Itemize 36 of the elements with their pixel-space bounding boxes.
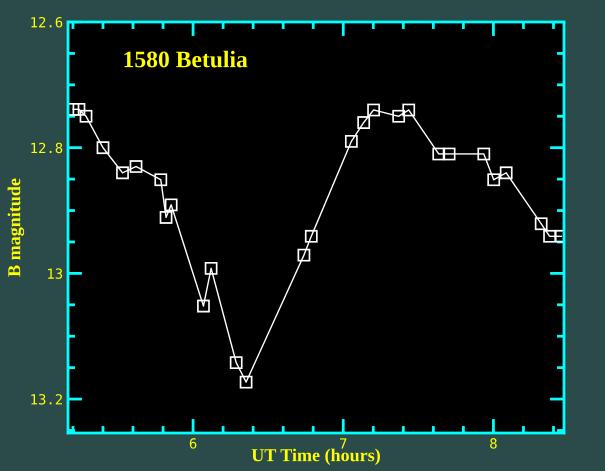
point [367, 104, 380, 116]
y-tick-label: 13 [48, 268, 62, 279]
point [72, 102, 86, 116]
point [160, 211, 172, 224]
point [543, 230, 556, 243]
point [432, 148, 446, 160]
point [357, 116, 370, 129]
point [477, 148, 490, 160]
point [487, 173, 500, 186]
point [392, 110, 406, 123]
point [80, 110, 92, 123]
y-tick-label: 12.6 [31, 17, 62, 28]
point [534, 217, 548, 230]
point [500, 166, 513, 180]
x-tick-label: 8 [490, 438, 497, 449]
y-axis-title: B magnitude [8, 178, 24, 277]
x-axis-title: UT Time (hours) [252, 448, 380, 465]
point [402, 104, 416, 116]
y-tick-label: 13.2 [31, 394, 62, 405]
point [204, 262, 218, 275]
point [230, 356, 243, 370]
y-tick-label: 12.8 [31, 142, 62, 154]
point [130, 160, 142, 173]
point [154, 173, 168, 186]
point [116, 166, 129, 180]
point [164, 198, 178, 212]
point [96, 141, 110, 154]
point [442, 148, 456, 160]
point [344, 135, 358, 148]
point [304, 230, 318, 243]
x-tick-label: 7 [340, 438, 346, 448]
point [197, 300, 210, 312]
point [240, 376, 252, 388]
text: 1580 Betulia [124, 50, 248, 68]
point [298, 248, 310, 262]
x-tick-label: 6 [190, 438, 196, 449]
